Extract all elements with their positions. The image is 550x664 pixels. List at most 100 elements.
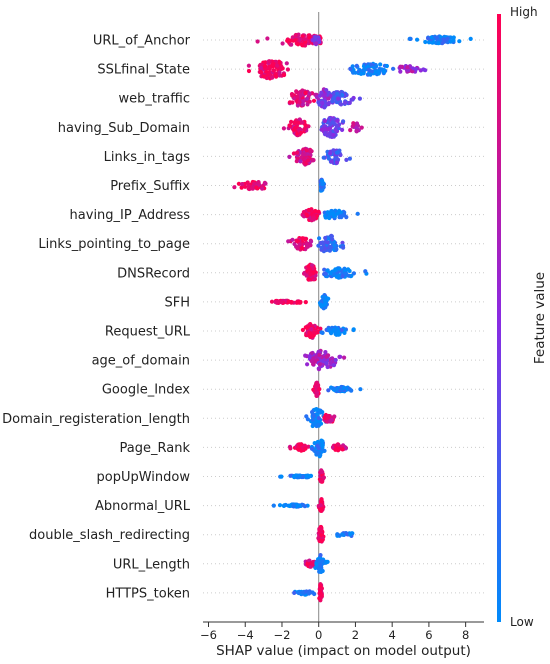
shap-point	[289, 119, 294, 124]
shap-point	[289, 42, 294, 47]
shap-point	[374, 64, 379, 69]
shap-point	[305, 417, 310, 422]
shap-point	[326, 96, 331, 101]
shap-point	[239, 185, 244, 190]
shap-point	[304, 148, 309, 153]
feature-label: age_of_domain	[92, 354, 190, 369]
shap-point	[316, 243, 321, 248]
shap-point	[391, 66, 396, 71]
shap-point	[330, 120, 335, 125]
shap-point	[333, 128, 338, 133]
shap-point	[304, 96, 310, 101]
shap-point	[320, 330, 325, 335]
shap-point	[312, 448, 317, 453]
shap-point	[310, 263, 315, 268]
shap-point	[340, 447, 345, 452]
shap-point	[366, 67, 371, 72]
shap-point	[322, 246, 327, 251]
shap-point	[330, 356, 335, 361]
colorbar: High Low Feature value	[497, 5, 548, 629]
shap-point	[311, 215, 316, 220]
shap-point	[347, 156, 352, 161]
shap-point	[303, 446, 308, 451]
shap-point	[340, 127, 345, 132]
shap-point	[328, 271, 333, 276]
shap-point	[303, 90, 308, 96]
colorbar-gradient	[497, 14, 501, 622]
shap-point	[336, 96, 341, 101]
shap-point	[341, 119, 346, 124]
shap-point	[307, 354, 312, 359]
shap-point	[318, 410, 323, 415]
shap-point	[323, 235, 328, 241]
shap-point	[300, 102, 306, 107]
shap-point	[263, 60, 268, 65]
x-axis-title: SHAP value (impact on model output)	[216, 643, 471, 659]
shap-point	[318, 503, 323, 508]
shap-point	[295, 94, 300, 99]
shap-point	[323, 350, 328, 355]
shap-point	[319, 245, 324, 250]
shap-point	[341, 245, 346, 250]
shap-point	[328, 151, 333, 156]
shap-point	[304, 474, 309, 479]
shap-point	[292, 241, 297, 247]
shap-point	[318, 507, 323, 512]
shap-point	[258, 70, 264, 75]
shap-point	[335, 532, 340, 537]
shap-point	[339, 102, 344, 107]
x-tick-label: −6	[200, 628, 217, 642]
shap-point	[307, 267, 312, 272]
shap-point	[369, 69, 374, 74]
shap-point	[334, 387, 340, 392]
shap-point	[336, 442, 341, 447]
shap-point	[322, 267, 327, 272]
feature-label: Links_pointing_to_page	[38, 237, 190, 252]
shap-point	[333, 447, 338, 452]
shap-point	[423, 39, 428, 45]
feature-label: URL_Length	[113, 557, 190, 572]
shap-point	[306, 207, 311, 213]
feature-label: Request_URL	[105, 325, 191, 340]
shap-point	[336, 332, 341, 337]
shap-point	[326, 156, 331, 161]
shap-point	[310, 334, 315, 339]
shap-point	[294, 131, 300, 136]
shap-point	[302, 155, 307, 160]
shap-point	[285, 38, 290, 43]
shap-point	[279, 300, 284, 305]
shap-point	[343, 446, 348, 451]
shap-point	[336, 273, 341, 278]
shap-point	[331, 132, 336, 138]
shap-point	[303, 300, 308, 305]
shap-point	[298, 159, 303, 164]
shap-point	[331, 363, 337, 368]
feature-label: having_Sub_Domain	[58, 121, 190, 136]
shap-point	[354, 129, 359, 134]
shap-point	[279, 474, 284, 479]
shap-point	[311, 158, 316, 163]
shap-point	[271, 61, 276, 66]
shap-point	[245, 180, 250, 185]
x-ticks: −6 −4 −2 0 2 4 6 8	[200, 622, 469, 642]
shap-point	[286, 299, 291, 304]
shap-point	[298, 37, 303, 42]
shap-point	[317, 352, 322, 357]
shap-point	[322, 415, 327, 420]
shap-point	[326, 328, 331, 333]
shap-point	[290, 237, 295, 242]
shap-point	[312, 591, 317, 597]
feature-label: Google_Index	[102, 383, 190, 398]
shap-point	[303, 353, 308, 358]
shap-point	[325, 268, 330, 273]
shap-point	[426, 40, 432, 45]
shap-point	[316, 209, 321, 214]
shap-point	[306, 444, 311, 449]
shap-point	[327, 211, 332, 216]
shap-point	[265, 36, 270, 41]
feature-label: Links_in_tags	[104, 150, 191, 165]
shap-point	[303, 123, 308, 128]
shap-point	[363, 269, 368, 274]
shap-point	[468, 36, 473, 42]
